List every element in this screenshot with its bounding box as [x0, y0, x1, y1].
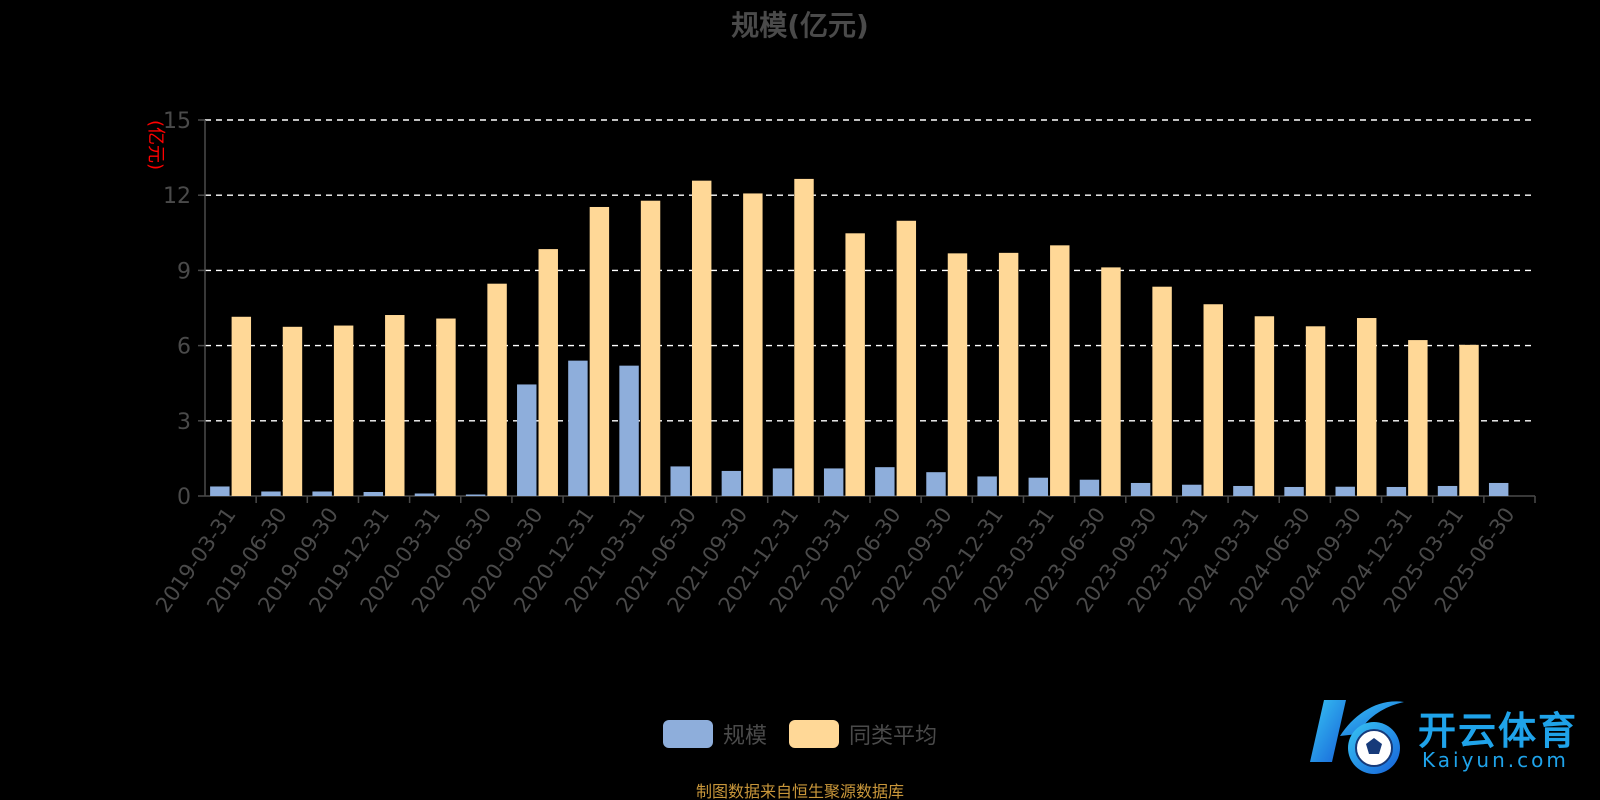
bar-scale — [312, 491, 332, 496]
bar-scale — [1028, 477, 1049, 496]
y-tick-label: 9 — [177, 259, 191, 284]
bar-peer-average — [538, 249, 558, 496]
bar-scale — [1335, 486, 1355, 496]
bar-peer-average — [1408, 340, 1428, 496]
bar-peer-average — [794, 178, 814, 496]
bar-scale — [721, 470, 742, 496]
bar-scale — [619, 365, 639, 496]
legend-item-peer-average[interactable]: 同类平均 — [789, 718, 937, 750]
legend-label-peer-average: 同类平均 — [849, 724, 938, 749]
legend-swatch-peer-average — [789, 720, 839, 748]
bar-peer-average — [947, 253, 968, 496]
data-source-note: 制图数据来自恒生聚源数据库 — [695, 782, 904, 800]
legend-swatch-scale — [662, 720, 713, 748]
y-tick-label: 3 — [177, 410, 191, 435]
bar-peer-average — [436, 318, 456, 496]
y-axis-label: (亿元) — [145, 120, 166, 170]
bar-peer-average — [845, 233, 865, 496]
y-tick-label: 15 — [163, 109, 191, 134]
bar-peer-average — [743, 193, 763, 497]
bar-scale — [772, 468, 793, 496]
bar-peer-average — [385, 315, 405, 496]
bar-scale — [977, 476, 997, 496]
bar-scale — [568, 360, 588, 496]
bar-peer-average — [1203, 304, 1223, 496]
bar-peer-average — [1356, 318, 1377, 496]
bar-scale — [1182, 484, 1202, 496]
bar-peer-average — [231, 316, 252, 496]
legend: 规模 同类平均 — [0, 718, 1600, 750]
bar-scale — [517, 384, 537, 496]
y-tick-label: 6 — [177, 335, 191, 360]
bar-scale — [823, 468, 844, 496]
bar-peer-average — [1254, 316, 1275, 496]
bar-peer-average — [1101, 267, 1121, 496]
bar-scale — [1284, 486, 1304, 496]
bar-scale — [1130, 482, 1151, 496]
watermark: 开云体育 Kaiyun.com — [1306, 692, 1586, 792]
legend-item-scale[interactable]: 规模 — [662, 718, 767, 750]
bar-peer-average — [1152, 286, 1172, 496]
y-tick-label: 0 — [177, 485, 191, 510]
brand-name: 开云体育 — [1418, 709, 1579, 753]
bar-peer-average — [589, 206, 610, 497]
legend-label-scale: 规模 — [722, 724, 767, 749]
bar-peer-average — [640, 200, 661, 496]
y-tick-label: 12 — [163, 184, 191, 209]
bar-chart: 03691215(亿元)2019-03-312019-06-302019-09-… — [145, 109, 1536, 617]
bar-scale — [261, 491, 281, 496]
bar-scale — [1233, 485, 1253, 496]
bar-scale — [1488, 482, 1509, 496]
bar-scale — [363, 491, 384, 496]
bar-scale — [926, 472, 946, 496]
bar-peer-average — [896, 220, 917, 496]
bar-scale — [1437, 485, 1458, 496]
bar-peer-average — [691, 180, 712, 497]
bar-peer-average — [1459, 344, 1479, 496]
bar-peer-average — [998, 252, 1019, 496]
bar-peer-average — [487, 283, 507, 496]
kaiyun-logo-icon — [1310, 700, 1404, 774]
bar-scale — [1079, 479, 1100, 496]
bar-scale — [875, 467, 895, 496]
bar-scale — [465, 494, 486, 496]
brand-site: Kaiyun.com — [1422, 748, 1569, 772]
chart-title: 规模(亿元) — [731, 9, 869, 42]
bar-peer-average — [1050, 245, 1070, 496]
bar-peer-average — [282, 326, 303, 496]
bar-scale — [210, 486, 230, 496]
bar-scale — [1386, 486, 1407, 496]
bar-peer-average — [333, 325, 354, 496]
bar-scale — [670, 466, 690, 496]
bar-peer-average — [1305, 326, 1326, 496]
bar-scale — [414, 493, 435, 496]
